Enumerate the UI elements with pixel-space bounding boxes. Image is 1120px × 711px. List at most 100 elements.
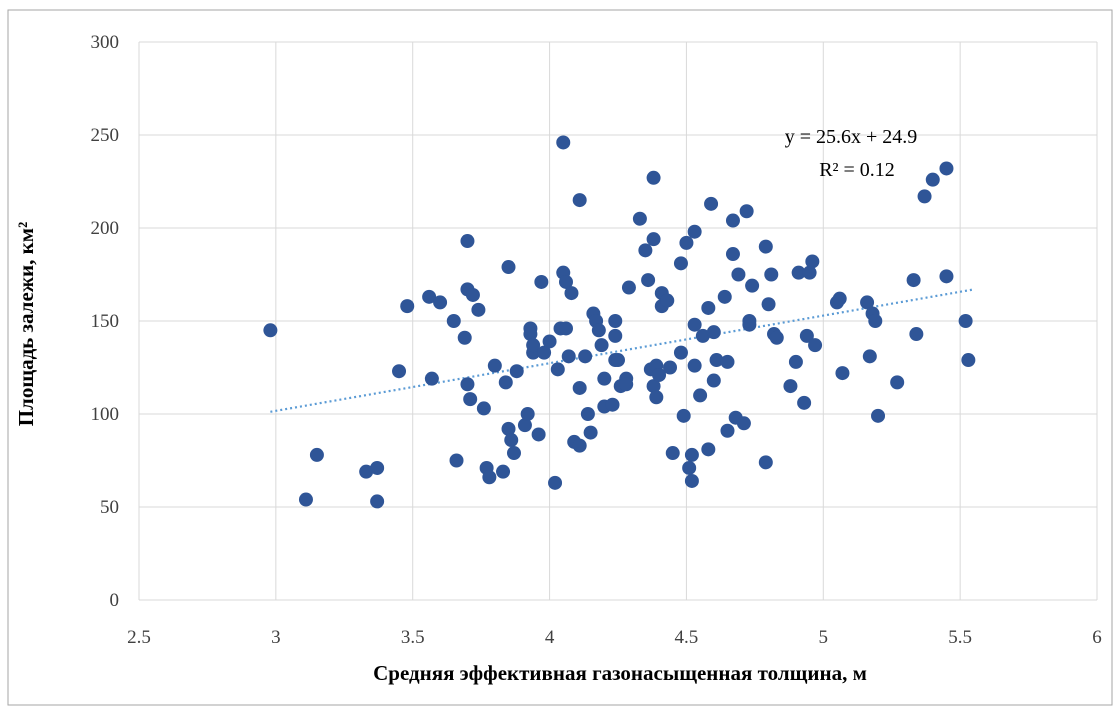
y-tick-label: 100 [91,404,120,425]
data-point [370,460,385,475]
data-point [764,267,779,282]
trendline-group [270,288,975,413]
data-point [608,314,623,328]
data-point [788,354,803,369]
y-tick-label: 0 [110,590,120,611]
data-point [761,297,776,312]
data-point [564,286,579,301]
x-tick-label: 2.5 [127,627,151,648]
data-point [739,204,754,219]
chart-frame [7,9,1113,706]
data-point [663,360,678,375]
data-point [638,243,653,258]
data-point [717,289,732,304]
data-point [832,291,847,306]
data-point [591,323,606,338]
data-point [693,388,708,403]
data-point [400,299,415,314]
data-point [520,407,535,421]
data-point [476,401,491,416]
data-point [731,267,746,282]
data-point [548,475,563,490]
data-point [463,392,478,407]
x-tick-label: 3 [271,627,281,648]
data-point [460,377,475,392]
data-point [498,375,513,390]
data-point [517,418,532,433]
data-point [542,334,557,349]
data-point [534,274,549,289]
data-point [471,302,486,317]
y-tick-label: 50 [100,497,119,518]
data-point [679,235,694,250]
data-point [673,256,688,271]
data-point [605,397,620,412]
data-point [706,325,721,340]
data-point [392,364,407,379]
x-tick-label: 5.5 [948,627,972,648]
x-tick-label: 4.5 [675,627,699,648]
data-point [758,239,773,254]
x-tick-label: 6 [1092,627,1102,648]
x-axis-title: Средняя эффективная газонасыщенная толщи… [373,661,867,685]
data-point [745,278,760,293]
trendline-equation: y = 25.6x + 24.9 [785,126,918,148]
y-tick-label: 300 [91,32,120,53]
data-point [725,247,740,262]
data-point [720,423,735,438]
x-tick-label: 5 [819,627,829,648]
data-point [684,447,699,462]
data-point [619,377,634,392]
data-point [736,416,751,431]
data-point [572,438,587,453]
tick-labels: 2.5 3 3.5 4 4.5 5 5.5 6 0 50 100 150 200 250 300 [91,32,1102,648]
data-point [909,327,924,342]
data-point [580,407,595,421]
y-tick-label: 150 [91,311,120,332]
data-point [597,371,612,386]
x-tick-label: 3.5 [401,627,425,648]
data-point [501,421,516,436]
data-point [646,379,661,394]
data-point [422,289,437,304]
data-point [496,464,511,479]
data-point [537,345,552,360]
data-point [799,328,814,343]
data-point [704,196,719,211]
data-point [862,349,877,364]
data-point [298,492,313,507]
data-point [835,366,850,381]
data-point [583,425,598,440]
data-point [482,470,497,485]
data-point [939,269,954,284]
data-point [917,189,932,204]
data-point [660,293,675,308]
data-point [701,442,716,457]
data-point [769,330,784,345]
data-point [701,300,716,315]
data-point [939,161,954,176]
data-point [797,395,812,410]
data-point [641,273,656,288]
data-point [572,193,587,208]
data-point [509,364,524,379]
data-point [611,353,625,368]
data-point [860,295,875,310]
data-point [487,358,502,373]
data-point [687,358,702,373]
data-point [758,455,773,470]
y-tick-label: 200 [91,218,120,239]
data-point [263,323,278,338]
data-point [370,494,385,509]
data-point [695,328,710,343]
data-point [742,314,757,328]
data-point [556,135,571,150]
data-point [446,314,461,328]
data-point [465,287,480,302]
data-point [646,170,661,185]
y-tick-label: 250 [91,125,120,146]
data-point [802,265,817,280]
data-point [673,345,688,360]
data-point [501,260,516,275]
